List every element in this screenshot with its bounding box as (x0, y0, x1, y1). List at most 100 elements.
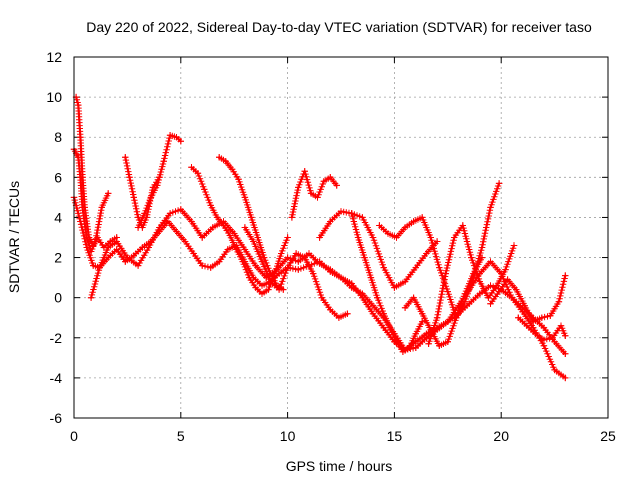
series-line (218, 156, 285, 291)
data-point (433, 314, 441, 321)
data-point (380, 324, 387, 331)
series-s2 (72, 93, 120, 251)
data-point (252, 284, 259, 291)
data-point (374, 294, 381, 301)
data-point (459, 222, 466, 229)
data-point (241, 246, 249, 253)
data-point (145, 244, 152, 251)
data-point (288, 214, 296, 221)
data-point (523, 322, 530, 329)
data-point (348, 210, 355, 217)
data-point (213, 214, 221, 221)
series-line (89, 208, 567, 379)
data-point (81, 204, 88, 211)
data-point (177, 206, 184, 213)
data-point (493, 282, 501, 289)
data-point (258, 290, 266, 297)
data-point (551, 338, 558, 345)
data-point (444, 318, 451, 325)
series-line (72, 196, 567, 355)
series-s14 (487, 272, 569, 325)
data-point (532, 330, 539, 337)
data-point (369, 310, 377, 317)
data-point (557, 322, 565, 329)
data-point (401, 278, 409, 285)
data-point (250, 238, 257, 245)
data-point (476, 278, 483, 285)
data-point (361, 254, 368, 261)
data-point (207, 202, 214, 209)
data-point (495, 288, 503, 295)
data-point (412, 344, 419, 351)
y-tick-label: -2 (50, 330, 63, 346)
x-tick-label: 20 (493, 428, 509, 444)
data-point (181, 238, 189, 245)
data-point (265, 286, 272, 293)
axis-ticks: 0 5 10 15 20 25 -6 -4 -2 0 2 4 6 8 10 12 (46, 49, 616, 444)
series-s17 (401, 254, 486, 349)
data-point (436, 264, 443, 271)
data-point (77, 134, 84, 141)
data-point (166, 132, 174, 139)
data-point (295, 184, 302, 191)
data-point (305, 250, 313, 257)
data-point (284, 234, 291, 241)
data-point (562, 272, 569, 279)
data-point (90, 242, 97, 249)
data-point (122, 154, 129, 161)
data-point (188, 218, 195, 225)
plus-markers (288, 168, 340, 221)
data-point (521, 302, 528, 309)
data-point (284, 254, 291, 261)
data-point (216, 154, 223, 161)
data-point (433, 238, 441, 245)
series-s15 (515, 314, 569, 343)
data-point (406, 344, 413, 351)
data-point (502, 266, 509, 273)
data-point (239, 258, 246, 265)
data-point (412, 264, 419, 271)
data-point (451, 234, 458, 241)
data-point (258, 258, 266, 265)
series-s12 (348, 210, 426, 355)
data-point (258, 282, 266, 289)
data-point (412, 330, 419, 337)
data-point (337, 208, 345, 215)
data-point (367, 274, 375, 281)
data-point (562, 374, 569, 382)
data-point (275, 286, 283, 293)
data-point (235, 176, 242, 183)
data-point (327, 174, 334, 181)
series-s16 (241, 224, 351, 321)
x-tick-label: 5 (177, 428, 185, 444)
data-point (427, 234, 434, 241)
y-axis-title: SDTVAR / TECUs (6, 181, 22, 293)
data-point (207, 264, 214, 271)
data-point (201, 186, 208, 193)
data-point (139, 224, 146, 231)
data-point (113, 246, 120, 253)
data-point (130, 194, 137, 201)
data-point (156, 174, 163, 181)
data-point (284, 264, 291, 271)
data-point (177, 138, 184, 145)
series-s13 (425, 222, 518, 347)
data-point (433, 326, 441, 333)
data-point (160, 158, 167, 165)
data-point (444, 288, 451, 295)
data-point (98, 204, 105, 211)
data-point (476, 290, 483, 297)
data-point (301, 168, 308, 175)
data-point (410, 294, 417, 301)
data-point (126, 174, 133, 181)
data-point (79, 174, 86, 181)
y-tick-label: 6 (54, 169, 62, 185)
y-tick-label: 0 (54, 290, 62, 306)
data-point (504, 276, 511, 283)
data-point (487, 300, 494, 307)
data-point (295, 258, 302, 265)
data-point (468, 254, 475, 261)
data-point (444, 338, 451, 345)
y-tick-label: -6 (50, 410, 63, 426)
x-tick-label: 0 (70, 428, 78, 444)
